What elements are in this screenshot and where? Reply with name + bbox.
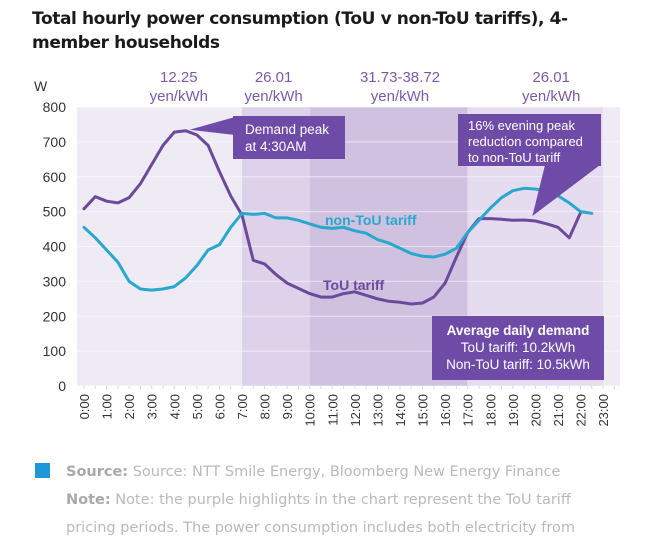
x-tick-label: 22:00 bbox=[574, 394, 589, 427]
source-text: Source: NTT Smile Energy, Bloomberg New … bbox=[132, 464, 561, 480]
y-tick-label: 400 bbox=[43, 239, 67, 255]
y-tick-label: 300 bbox=[43, 273, 67, 289]
x-tick-label: 1:00 bbox=[100, 394, 115, 419]
x-tick-label: 0:00 bbox=[77, 394, 92, 419]
period-unit-label: yen/kWh bbox=[522, 88, 580, 105]
x-tick-label: 16:00 bbox=[438, 394, 453, 427]
x-tick-label: 23:00 bbox=[596, 394, 611, 427]
period-price-label: 26.01 bbox=[532, 69, 570, 86]
x-tick-label: 19:00 bbox=[506, 394, 521, 427]
source-label: Source: bbox=[66, 464, 129, 480]
y-tick-label: 0 bbox=[58, 378, 66, 394]
x-tick-label: 4:00 bbox=[167, 394, 182, 419]
y-tick-label: 600 bbox=[43, 169, 67, 185]
evening-peak-text: to non-ToU tariff bbox=[468, 150, 561, 165]
y-tick-label: 800 bbox=[43, 99, 67, 115]
annotations: Demand peak at 4:30AM 16% evening peakredu… bbox=[189, 114, 604, 380]
chart-title: Total hourly power consumption (ToU v no… bbox=[32, 9, 568, 53]
y-axis-label: W bbox=[34, 78, 48, 94]
x-tick-label: 6:00 bbox=[212, 394, 227, 419]
evening-peak-text: reduction compared bbox=[468, 134, 583, 149]
non-tou-series-label: non-ToU tariff bbox=[325, 212, 417, 228]
y-axis-ticks: 0 100 200 300 400 500 600 700 800 bbox=[43, 99, 67, 394]
x-tick-label: 11:00 bbox=[325, 394, 340, 426]
note-line: Note: Note: the purple highlights in the… bbox=[35, 486, 635, 514]
demand-peak-text: Demand peak bbox=[245, 122, 329, 137]
y-tick-label: 200 bbox=[43, 308, 67, 324]
x-tick-label: 7:00 bbox=[235, 394, 250, 419]
average-demand-heading: Average daily demand bbox=[447, 323, 590, 338]
x-tick-label: 14:00 bbox=[393, 394, 408, 427]
average-demand-box bbox=[432, 316, 604, 380]
demand-peak-pointer bbox=[189, 117, 235, 135]
y-tick-label: 500 bbox=[43, 204, 67, 220]
evening-peak-pointer bbox=[532, 165, 600, 216]
period-unit-label: yen/kWh bbox=[371, 88, 429, 105]
y-tick-label: 700 bbox=[43, 134, 67, 150]
x-tick-label: 20:00 bbox=[528, 394, 543, 427]
average-demand-tou: ToU tariff: 10.2kWh bbox=[461, 340, 576, 355]
power-consumption-chart: 0 100 200 300 400 500 600 700 800 W 0:00 1:00 2:00… bbox=[34, 69, 620, 427]
source-bullet-icon bbox=[35, 463, 50, 478]
tou-series-line bbox=[82, 129, 582, 306]
non-tou-series-line bbox=[82, 186, 594, 292]
demand-peak-box bbox=[233, 116, 345, 159]
x-tick-label: 10:00 bbox=[303, 394, 318, 427]
demand-peak-text: at 4:30AM bbox=[245, 139, 307, 154]
x-tick-label: 8:00 bbox=[258, 394, 273, 419]
note-line-2: pricing periods. The power consumption i… bbox=[66, 520, 576, 536]
tou-series-label: ToU tariff bbox=[323, 277, 385, 293]
series-lines: non-ToU tariff ToU tariff bbox=[82, 129, 594, 306]
note-text: Note: the purple highlights in the chart… bbox=[115, 492, 571, 508]
x-tick-label: 12:00 bbox=[348, 394, 363, 427]
period-price-label: 26.01 bbox=[255, 69, 293, 86]
x-tick-label: 17:00 bbox=[461, 394, 476, 427]
period-unit-label: yen/kWh bbox=[244, 88, 302, 105]
average-demand-non-tou: Non-ToU tariff: 10.5kWh bbox=[446, 357, 590, 372]
x-tick-label: 9:00 bbox=[280, 394, 295, 419]
y-tick-label: 100 bbox=[43, 343, 67, 359]
x-tick-label: 3:00 bbox=[145, 394, 160, 419]
x-tick-label: 2:00 bbox=[122, 394, 137, 419]
pricing-period-labels: 12.25 yen/kWh 26.01 yen/kWh 31.73-38.72 yen/k… bbox=[150, 69, 581, 105]
source-line: Source: Source: NTT Smile Energy, Bloomb… bbox=[35, 458, 635, 486]
x-tick-label: 5:00 bbox=[190, 394, 205, 419]
x-tick-label: 15:00 bbox=[416, 394, 431, 427]
x-tick-label: 21:00 bbox=[551, 394, 566, 427]
x-axis-ticks: 0:00 1:00 2:00 3:00 4:00 5:00 6:00 7:00 8:00 9:00… bbox=[77, 394, 611, 427]
period-unit-label: yen/kWh bbox=[150, 88, 208, 105]
note-label: Note: bbox=[66, 492, 111, 508]
footer: Source: Source: NTT Smile Energy, Bloomb… bbox=[35, 458, 635, 542]
evening-peak-text: 16% evening peak bbox=[468, 118, 575, 133]
x-tick-label: 13:00 bbox=[370, 394, 385, 427]
evening-peak-box bbox=[458, 114, 601, 166]
period-price-label: 31.73-38.72 bbox=[360, 69, 440, 86]
x-tick-label: 18:00 bbox=[483, 394, 498, 427]
period-price-label: 12.25 bbox=[160, 69, 198, 86]
